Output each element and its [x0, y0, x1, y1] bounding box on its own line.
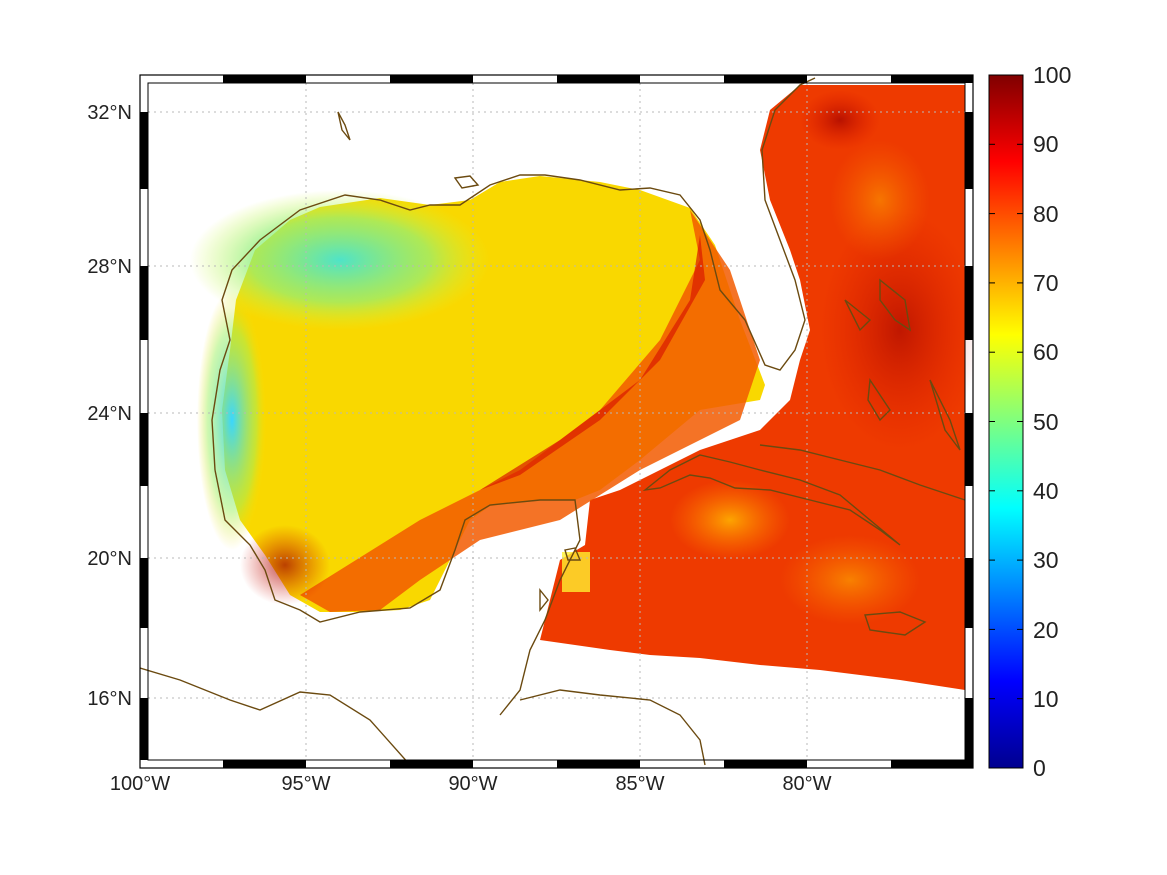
grid-lines: [148, 83, 965, 760]
data-field: [190, 85, 973, 690]
map-frame: [139, 74, 974, 769]
lat-tick-labels: 32°N 28°N 24°N 20°N 16°N: [87, 102, 132, 710]
coastlines: [140, 77, 966, 766]
lon-tick-label: 90°W: [448, 773, 497, 795]
w-low-zone: [197, 290, 267, 550]
colorbar: 100 90 80 70 60 50 40 30 20 10 0: [988, 62, 1071, 781]
yucatan-channel-patch: [562, 552, 590, 592]
colorbar-tick-label: 70: [1033, 270, 1059, 296]
lat-tick-label: 16°N: [87, 688, 132, 710]
lon-tick-labels: 100°W 95°W 90°W 85°W 80°W: [110, 773, 832, 795]
colorbar-ticks: [989, 143, 1023, 700]
colorbar-tick-label: 10: [1033, 686, 1059, 712]
nw-low-zone: [190, 190, 490, 330]
lon-tick-label: 80°W: [782, 773, 831, 795]
colorbar-tick-label: 30: [1033, 547, 1059, 573]
cuba-south-warm: [670, 480, 790, 560]
lon-tick-label: 95°W: [281, 773, 330, 795]
loop-current-band: [300, 210, 760, 612]
colorbar-tick-label: 0: [1033, 755, 1046, 781]
atlantic-orange: [830, 140, 930, 260]
colorbar-tick-label: 90: [1033, 131, 1059, 157]
lat-tick-label: 20°N: [87, 548, 132, 570]
atlantic-north-high: [800, 90, 880, 150]
lat-tick-label: 24°N: [87, 403, 132, 425]
lat-tick-label: 28°N: [87, 256, 132, 278]
colorbar-tick-label: 50: [1033, 409, 1059, 435]
colorbar-tick-label: 100: [1033, 62, 1071, 88]
colorbar-tick-label: 80: [1033, 201, 1059, 227]
lon-tick-label: 100°W: [110, 773, 170, 795]
colorbar-tick-label: 20: [1033, 617, 1059, 643]
lat-tick-label: 32°N: [87, 102, 132, 124]
lon-tick-label: 85°W: [615, 773, 664, 795]
colorbar-tick-label: 60: [1033, 339, 1059, 365]
bay-campeche-high: [240, 525, 330, 605]
colorbar-tick-label: 40: [1033, 478, 1059, 504]
